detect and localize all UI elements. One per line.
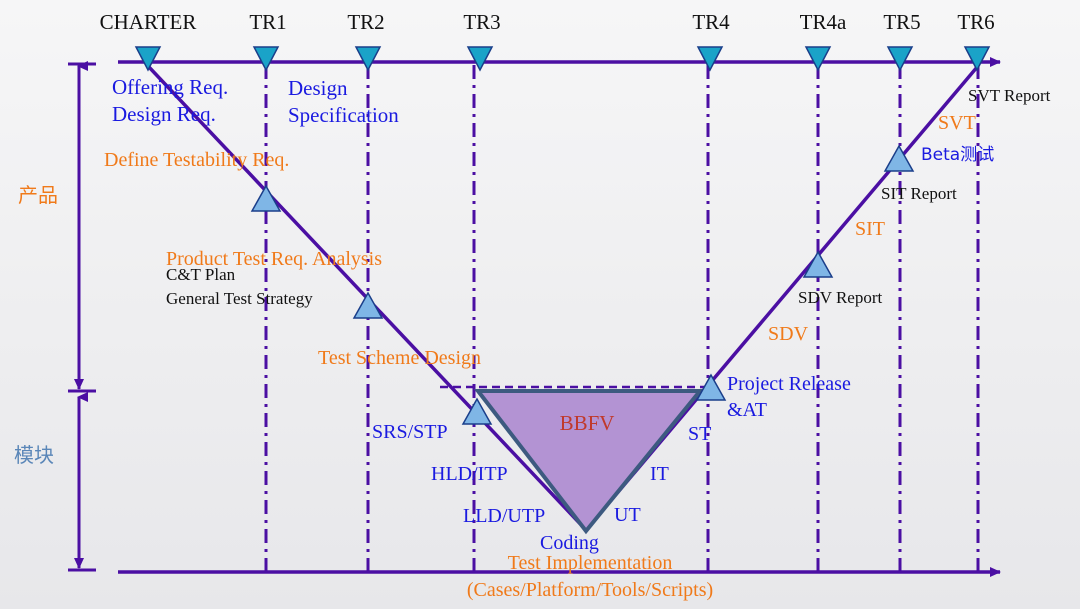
right-arm-labels: SVT Report SVT Beta测试 SIT Report SIT SDV… bbox=[614, 86, 1051, 526]
milestone-tr3 bbox=[461, 397, 493, 425]
gate-label-charter: CHARTER bbox=[100, 10, 197, 34]
milestone-tr4a bbox=[802, 250, 834, 278]
label-srs-stp: SRS/STP bbox=[372, 421, 448, 443]
left-arm-labels: Offering Req. Design Req. Design Specifi… bbox=[104, 75, 599, 554]
bbfv-triangle bbox=[473, 389, 705, 535]
gate-marker-tr4 bbox=[696, 46, 724, 72]
gate-markers bbox=[134, 46, 991, 72]
label-sit: SIT bbox=[855, 218, 885, 240]
milestone-tr4 bbox=[695, 373, 727, 401]
milestone-tr5 bbox=[883, 144, 915, 172]
label-specification: Specification bbox=[288, 103, 399, 127]
side-axis bbox=[68, 61, 96, 572]
label-bbfv: BBFV bbox=[560, 411, 615, 435]
label-sdv: SDV bbox=[768, 323, 809, 345]
gate-label-tr5: TR5 bbox=[883, 10, 920, 34]
gate-label-tr3: TR3 bbox=[463, 10, 500, 34]
label-ct-plan: C&T Plan bbox=[166, 265, 236, 284]
gate-marker-tr1 bbox=[252, 46, 280, 72]
label-test-implementation: Test Implementation bbox=[508, 552, 673, 574]
milestone-tr1 bbox=[250, 184, 282, 212]
label-sit-report: SIT Report bbox=[881, 184, 957, 203]
label-svt: SVT bbox=[938, 112, 976, 134]
gate-marker-charter bbox=[134, 46, 162, 72]
gate-label-tr2: TR2 bbox=[347, 10, 384, 34]
label-lld-utp: LLD/UTP bbox=[463, 505, 545, 527]
gate-label-tr1: TR1 bbox=[249, 10, 286, 34]
label-define-testability: Define Testability Req. bbox=[104, 149, 289, 171]
label-project-release: Project Release bbox=[727, 373, 851, 395]
gate-label-tr4: TR4 bbox=[692, 10, 730, 34]
side-label-module: 模块 bbox=[14, 443, 54, 467]
label-test-scheme-design: Test Scheme Design bbox=[318, 347, 481, 369]
label-at: &AT bbox=[727, 399, 767, 421]
label-st: ST bbox=[688, 423, 711, 445]
label-cases: (Cases/Platform/Tools/Scripts) bbox=[467, 579, 713, 601]
label-coding: Coding bbox=[540, 532, 599, 554]
label-general-test-strategy: General Test Strategy bbox=[166, 289, 313, 308]
gate-marker-tr5 bbox=[886, 46, 914, 72]
milestone-markers bbox=[250, 144, 915, 425]
label-ut: UT bbox=[614, 504, 641, 526]
label-offering-req: Offering Req. bbox=[112, 75, 228, 99]
label-sdv-report: SDV Report bbox=[798, 288, 882, 307]
label-design-req: Design Req. bbox=[112, 102, 216, 126]
side-label-product: 产品 bbox=[18, 183, 58, 207]
gate-labels: CHARTER TR1 TR2 TR3 TR4 TR4a TR5 TR6 bbox=[100, 10, 995, 34]
milestone-tr2 bbox=[352, 291, 384, 319]
label-svt-report: SVT Report bbox=[968, 86, 1051, 105]
gate-marker-tr4a bbox=[804, 46, 832, 72]
gate-marker-tr3 bbox=[466, 46, 494, 72]
label-design: Design bbox=[288, 76, 348, 100]
gate-marker-tr2 bbox=[354, 46, 382, 72]
gate-marker-tr6 bbox=[963, 46, 991, 72]
label-product-test-req: Product Test Req. Analysis bbox=[166, 248, 382, 270]
label-beta: Beta测试 bbox=[921, 145, 994, 165]
label-it: IT bbox=[650, 463, 669, 485]
label-hld-itp: HLD/ITP bbox=[431, 463, 508, 485]
gate-label-tr6: TR6 bbox=[957, 10, 994, 34]
gate-label-tr4a: TR4a bbox=[800, 10, 847, 34]
